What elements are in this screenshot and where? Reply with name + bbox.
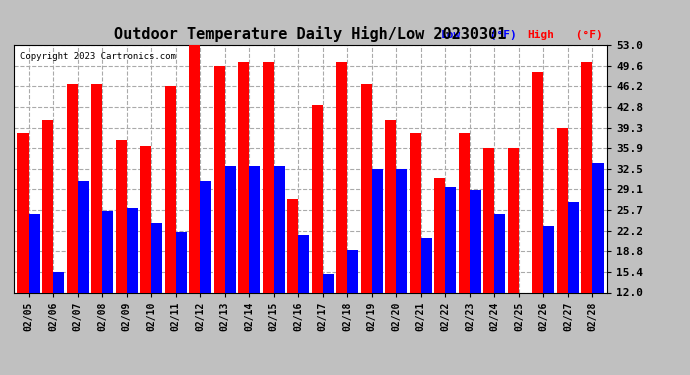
Bar (77, 181, 88, 365)
Bar (396, 169, 407, 365)
Bar (323, 274, 334, 365)
Bar (484, 148, 495, 365)
Bar (102, 211, 113, 365)
Bar (274, 166, 285, 365)
Bar (361, 84, 372, 365)
Bar (249, 166, 260, 365)
Bar (470, 190, 481, 365)
Bar (385, 120, 396, 365)
Title: Outdoor Temperature Daily High/Low 20230301: Outdoor Temperature Daily High/Low 20230… (115, 27, 506, 42)
Bar (42, 120, 53, 365)
Bar (445, 187, 456, 365)
Bar (582, 62, 593, 365)
Bar (151, 223, 162, 365)
Text: (°F): (°F) (569, 30, 602, 40)
Bar (287, 199, 298, 365)
Bar (410, 132, 421, 365)
Bar (17, 132, 28, 365)
Bar (165, 86, 176, 365)
Bar (91, 84, 102, 365)
Bar (459, 132, 470, 365)
Text: High: High (527, 30, 554, 40)
Bar (593, 163, 604, 365)
Bar (495, 214, 506, 365)
Bar (214, 66, 225, 365)
Bar (372, 169, 383, 365)
Bar (189, 45, 200, 365)
Bar (140, 146, 151, 365)
Text: Low: Low (441, 30, 462, 40)
Bar (557, 128, 568, 365)
Bar (200, 181, 211, 365)
Text: Copyright 2023 Cartronics.com: Copyright 2023 Cartronics.com (20, 53, 176, 62)
Bar (263, 62, 274, 365)
Bar (115, 140, 126, 365)
Bar (519, 296, 530, 365)
Bar (347, 250, 358, 365)
Bar (176, 232, 187, 365)
Bar (533, 72, 544, 365)
Bar (568, 202, 579, 365)
Text: (°F): (°F) (482, 30, 516, 40)
Bar (336, 62, 347, 365)
Bar (434, 178, 445, 365)
Bar (66, 84, 77, 365)
Bar (225, 166, 236, 365)
Bar (28, 214, 39, 365)
Bar (312, 105, 323, 365)
Bar (421, 238, 432, 365)
Bar (53, 272, 64, 365)
Bar (298, 235, 309, 365)
Bar (126, 208, 137, 365)
Bar (238, 62, 249, 365)
Bar (508, 148, 519, 365)
Bar (544, 226, 555, 365)
